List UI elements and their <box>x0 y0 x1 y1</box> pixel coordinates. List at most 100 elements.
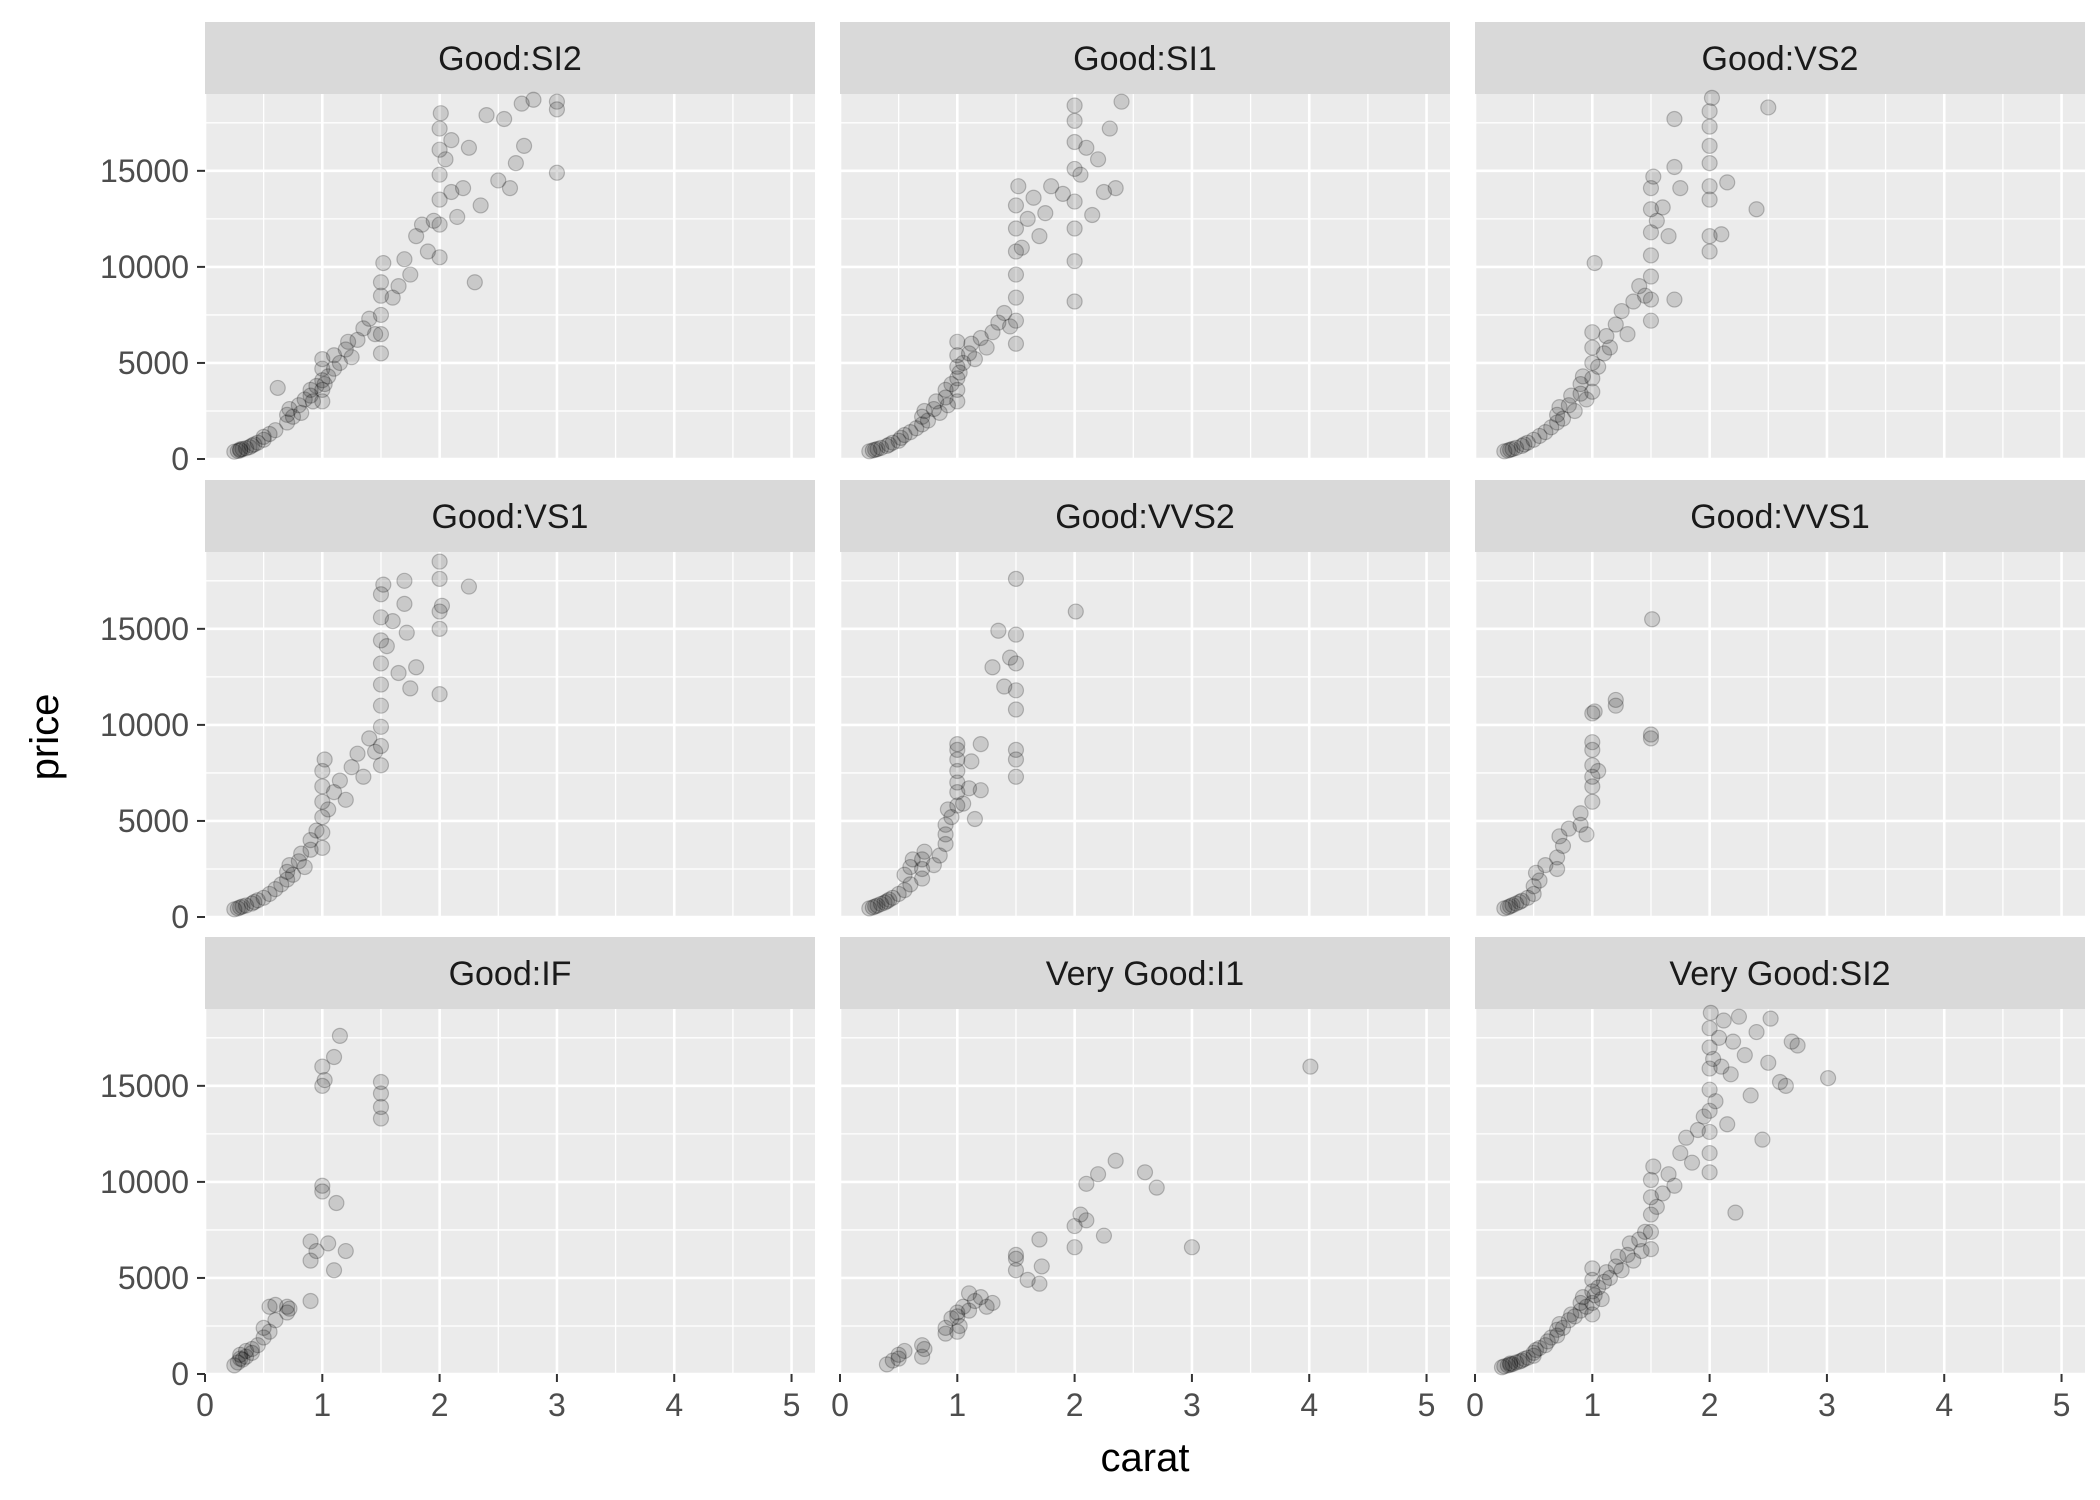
data-point <box>431 141 448 158</box>
data-point <box>1642 730 1660 747</box>
data-point <box>916 843 933 860</box>
plot-panel-background <box>205 552 815 917</box>
data-point <box>914 851 931 868</box>
data-point <box>1701 1039 1718 1056</box>
data-point <box>878 437 896 455</box>
data-point <box>890 1346 907 1363</box>
data-point <box>314 372 331 389</box>
data-point <box>390 664 407 682</box>
data-point <box>937 1325 954 1342</box>
data-point <box>304 393 322 410</box>
data-point <box>1760 99 1777 116</box>
data-point <box>1025 189 1042 206</box>
data-point <box>320 1235 337 1252</box>
data-point <box>1598 1264 1615 1281</box>
data-point <box>267 881 284 898</box>
data-point <box>267 1296 284 1313</box>
data-point <box>937 826 954 843</box>
data-point <box>349 745 366 762</box>
data-point <box>232 1346 249 1363</box>
facet-strip <box>205 937 815 1009</box>
data-point <box>861 443 878 460</box>
data-point <box>951 364 968 381</box>
data-point <box>366 743 384 760</box>
data-point <box>1701 155 1718 172</box>
data-point <box>343 349 360 366</box>
data-point <box>290 853 307 870</box>
facet-panel: Very Good:SI2 0 1 2 3 4 5 <box>1466 937 2085 1423</box>
data-point <box>1754 1131 1771 1148</box>
data-point <box>1619 1246 1636 1263</box>
data-point <box>1672 1144 1689 1162</box>
data-point <box>433 597 451 614</box>
data-point <box>308 377 325 395</box>
data-point <box>232 899 249 916</box>
data-point <box>1519 1349 1536 1366</box>
data-point <box>437 151 454 168</box>
data-point <box>960 345 978 362</box>
data-point <box>1636 1223 1654 1240</box>
data-point <box>949 751 966 768</box>
data-point <box>1607 316 1624 333</box>
data-point <box>949 797 966 814</box>
data-point <box>296 858 313 876</box>
data-point <box>1701 178 1718 195</box>
data-point <box>290 397 307 414</box>
data-point <box>226 443 243 460</box>
data-point <box>1584 1271 1601 1288</box>
data-point <box>496 110 513 128</box>
data-point <box>1584 741 1601 758</box>
plot-panel-background <box>1475 552 2085 917</box>
data-point <box>1007 626 1025 643</box>
data-point <box>1595 345 1613 362</box>
data-point <box>916 402 933 420</box>
data-point <box>1554 410 1572 427</box>
data-point <box>949 784 966 801</box>
data-point <box>431 249 448 266</box>
data-point <box>881 436 898 453</box>
y-tick-label: 5000 <box>118 803 189 839</box>
data-point <box>372 1085 390 1102</box>
data-point <box>1107 1152 1124 1169</box>
data-point <box>1007 312 1025 329</box>
data-point <box>1701 118 1718 135</box>
x-tick-label: 5 <box>783 1387 801 1423</box>
data-point <box>916 1340 933 1358</box>
data-point <box>1531 1339 1548 1357</box>
data-point <box>1701 1123 1718 1141</box>
data-point <box>302 1252 319 1269</box>
data-point <box>454 180 472 197</box>
data-point <box>963 335 980 352</box>
data-point <box>949 358 966 375</box>
data-point <box>914 408 931 425</box>
data-point <box>1066 133 1083 151</box>
data-point <box>1666 291 1683 308</box>
data-point <box>343 759 360 776</box>
data-point <box>1031 228 1048 245</box>
data-point <box>293 404 310 421</box>
data-point <box>884 1352 901 1369</box>
data-point <box>1516 1350 1533 1368</box>
data-point <box>372 274 390 291</box>
data-point <box>1572 375 1589 393</box>
data-point <box>1789 1037 1806 1054</box>
data-point <box>1701 243 1718 260</box>
data-point <box>890 885 907 903</box>
data-point <box>314 793 331 810</box>
data-point <box>466 274 483 291</box>
data-point <box>1183 1239 1201 1256</box>
data-point <box>1007 570 1025 587</box>
data-point <box>1066 253 1083 270</box>
data-point <box>237 440 255 457</box>
data-point <box>1683 1154 1701 1171</box>
data-point <box>925 857 942 874</box>
data-point <box>232 1350 249 1367</box>
data-point <box>1525 878 1542 895</box>
data-point <box>1066 220 1083 237</box>
data-point <box>896 1342 913 1360</box>
data-point <box>1066 97 1083 114</box>
data-point <box>241 438 258 456</box>
data-point <box>960 1285 978 1302</box>
data-point <box>1499 442 1516 459</box>
